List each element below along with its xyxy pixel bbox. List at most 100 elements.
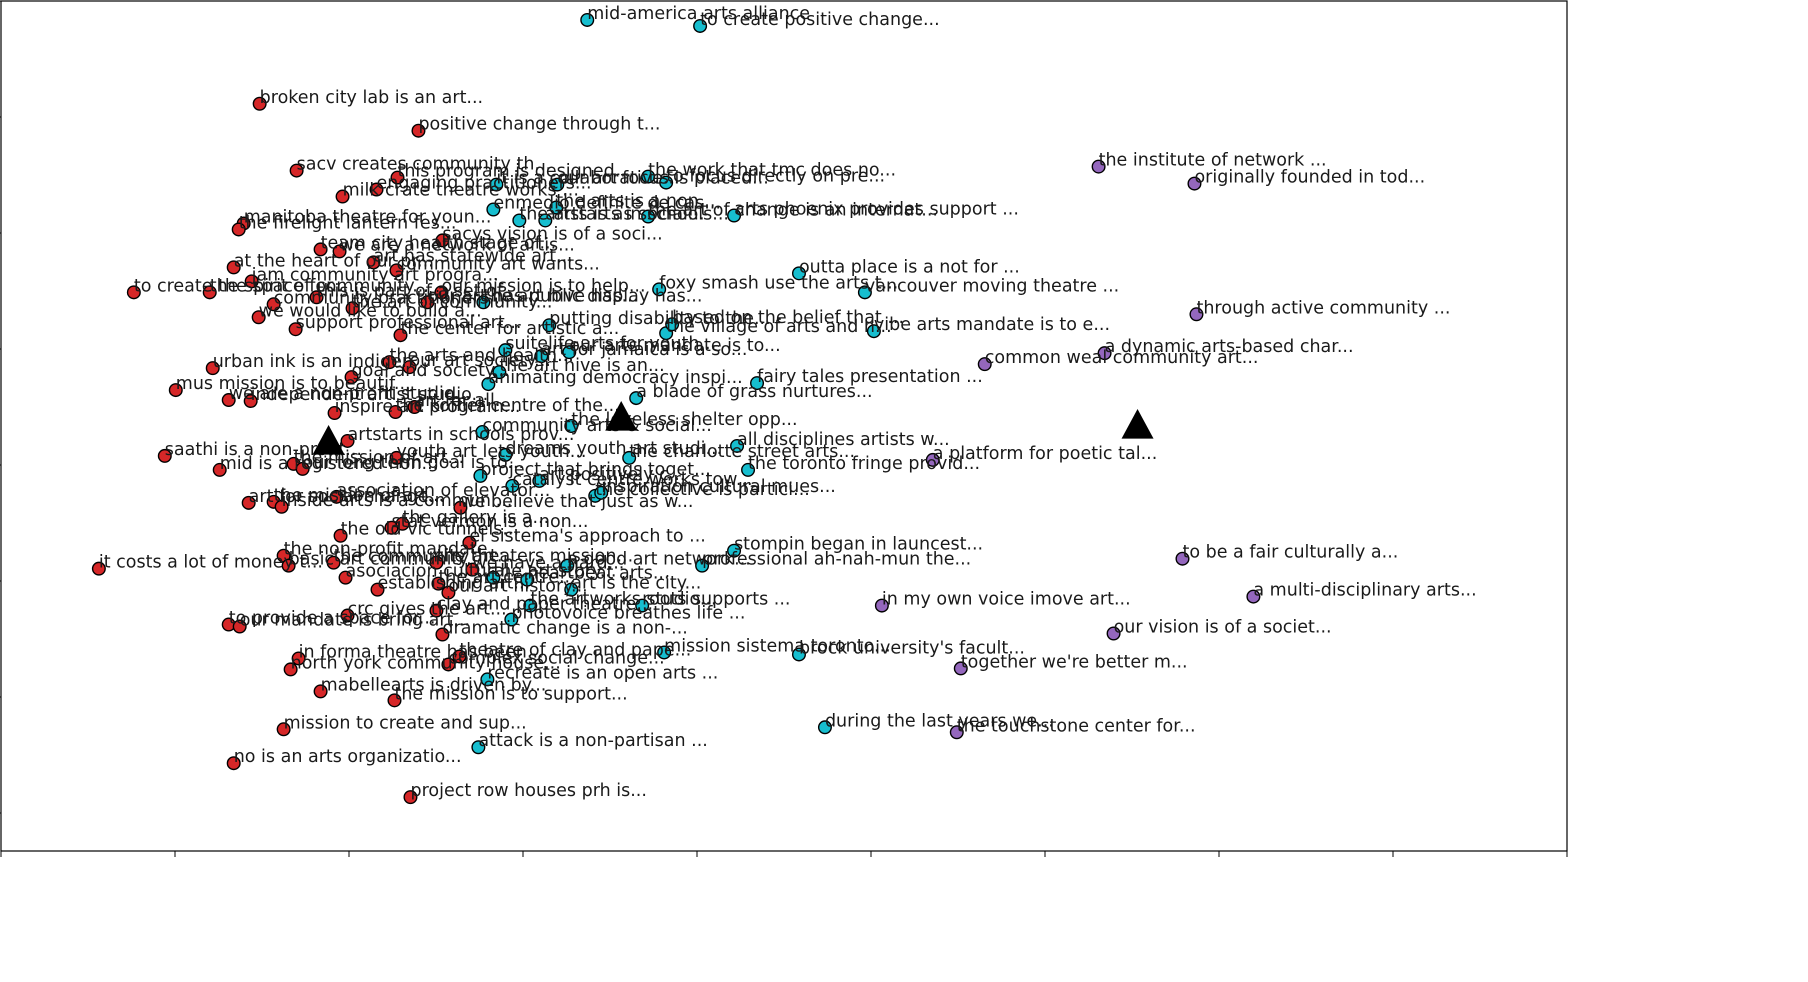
point-label-red-40: youth art lets youth... (396, 442, 586, 462)
point-red-10 (332, 244, 347, 259)
centroid-1 (605, 401, 638, 431)
point-label-red-49: el sistema's approach to ... (469, 527, 705, 547)
point-label-red-33: the koffler centre of the... (395, 396, 619, 416)
point-label-cyan-26: a blade of grass nurtures... (636, 382, 872, 402)
point-red-46 (333, 528, 348, 543)
point-cyan-33 (473, 468, 488, 483)
point-label-cyan-1: to create positive change... (700, 10, 940, 30)
point-cyan-46 (504, 612, 519, 627)
point-label-cyan-51: attack is a non-partisan ... (478, 731, 707, 751)
point-cyan-26 (629, 391, 644, 406)
point-purple-0 (1091, 159, 1106, 174)
point-label-red-9: team city health stage of... (321, 233, 557, 253)
point-cyan-8 (538, 213, 553, 228)
point-label-purple-11: the touchstone center for... (957, 716, 1196, 736)
point-label-cyan-21: art for jamaica is a so... (541, 340, 747, 360)
point-label-red-43: inside arts is a communi... (282, 491, 513, 511)
point-label-red-36: saathi is a non-profit... (165, 440, 362, 460)
point-red-3 (390, 170, 405, 185)
point-label-cyan-18: based on the belief that ... (672, 308, 904, 328)
point-label-cyan-19: vibe arts mandate is to e... (874, 315, 1110, 335)
point-label-red-71: mission to create and sup... (284, 713, 527, 733)
point-cyan-18 (665, 317, 680, 332)
point-label-red-28: goal and society... (352, 361, 510, 381)
point-red-4 (335, 189, 350, 204)
point-cyan-44 (523, 598, 538, 613)
point-label-red-55: we have a hard... (472, 554, 624, 574)
point-red-66 (283, 662, 298, 677)
point-label-cyan-4: the work that tmc does no... (648, 161, 896, 181)
point-red-56 (338, 570, 353, 585)
point-red-25 (205, 361, 220, 376)
point-label-red-41: art for social change... (249, 487, 446, 507)
point-red-16 (202, 285, 217, 300)
point-label-cyan-33: project that brings toget... (480, 460, 710, 480)
point-label-purple-8: in my own voice imove art... (882, 590, 1131, 610)
point-cyan-27 (564, 419, 579, 434)
point-label-red-34: art for all... (414, 391, 511, 411)
point-purple-2 (1189, 307, 1204, 322)
point-red-62 (340, 608, 355, 623)
point-label-red-66: north york community house... (291, 653, 561, 673)
point-red-35 (340, 433, 355, 448)
point-red-71 (276, 722, 291, 737)
point-label-red-23: the art of community... (353, 292, 553, 312)
point-cyan-30 (498, 447, 513, 462)
point-label-red-26: the arts and health... (390, 346, 574, 366)
point-cyan-5 (659, 175, 674, 190)
point-label-cyan-46: photovoice breathes life ... (511, 604, 745, 624)
point-label-cyan-13: foxy smash use the arts t... (659, 273, 898, 293)
point-red-29 (168, 383, 183, 398)
point-red-40 (389, 450, 404, 465)
point-cyan-3 (550, 177, 565, 192)
point-red-13 (244, 274, 259, 289)
point-label-red-45: we believe that just as w... (460, 492, 693, 512)
point-label-cyan-6: enmedio definite de cas... (493, 194, 721, 214)
point-purple-1 (1187, 176, 1202, 191)
point-purple-5 (925, 452, 940, 467)
point-red-41 (241, 495, 256, 510)
point-label-purple-7: a multi-disciplinary arts... (1253, 581, 1476, 601)
point-label-red-57: establishing art... (378, 574, 531, 594)
point-label-red-46: the old vic tunnels... (341, 520, 519, 540)
point-label-purple-9: our vision is of a societ... (1114, 618, 1332, 638)
point-cyan-50 (817, 720, 832, 735)
point-red-22 (288, 322, 303, 337)
point-label-cyan-2: it is a collaborative... (496, 169, 679, 189)
point-label-cyan-43: art is the city... (571, 574, 701, 594)
point-label-red-32: inspire art program... (335, 397, 521, 417)
point-label-red-73: project row houses prh is... (410, 781, 646, 801)
point-label-red-11: art has statewide art... (374, 246, 573, 266)
point-label-cyan-12: outta place is a not for ... (799, 257, 1020, 277)
point-label-red-60: to provide a space for... (229, 609, 436, 629)
point-red-72 (226, 756, 241, 771)
point-cyan-19 (866, 324, 881, 339)
point-red-9 (313, 242, 328, 257)
point-label-cyan-10: the art of change is an internat... (648, 200, 938, 220)
point-red-70 (387, 693, 402, 708)
point-purple-11 (949, 725, 964, 740)
point-cyan-21 (534, 349, 549, 364)
point-label-cyan-16: putting disability to the... (549, 309, 770, 329)
point-label-red-21: we would like to build a... (259, 301, 482, 321)
point-red-59 (441, 585, 456, 600)
point-label-red-39: our long term goal is to... (303, 453, 524, 473)
centroid-0 (312, 424, 345, 455)
point-label-red-42: the mission of art... (274, 486, 445, 506)
point-cyan-7 (512, 213, 527, 228)
point-label-cyan-7: the arts is as social... (519, 204, 704, 224)
point-red-67 (441, 657, 456, 672)
point-label-red-59: our art history... (448, 577, 587, 597)
point-cyan-43 (564, 582, 579, 597)
point-red-21 (251, 310, 266, 325)
point-label-cyan-28: community arts & social... (482, 416, 712, 436)
point-label-red-3: this program is designed... (397, 162, 631, 182)
point-label-purple-4: common weal community art... (985, 348, 1259, 368)
point-cyan-12 (791, 266, 806, 281)
point-label-purple-10: together we're better m... (961, 652, 1188, 672)
point-red-14 (389, 263, 404, 278)
point-red-69 (313, 684, 328, 699)
point-red-64 (435, 627, 450, 642)
point-label-red-64: dramatic change is a non-... (442, 619, 687, 639)
point-label-red-63: clay and paper theatre... (436, 595, 653, 615)
